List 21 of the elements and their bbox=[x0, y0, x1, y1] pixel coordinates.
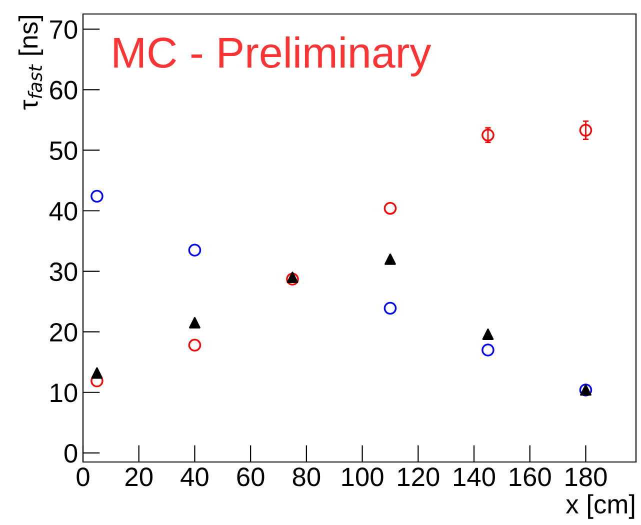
x-tick-label: 100 bbox=[342, 468, 384, 486]
x-tick-label: 180 bbox=[566, 468, 607, 486]
x-tick-label: 20 bbox=[126, 468, 153, 486]
y-tick-label: 70 bbox=[50, 20, 78, 39]
y-tick-label: 40 bbox=[49, 202, 78, 221]
annotation: MC - Preliminary bbox=[114, 36, 432, 77]
x-tick-label: 160 bbox=[510, 468, 551, 486]
y-axis-title: τ$_{fast}$ [ns] bbox=[18, 16, 44, 110]
y-tick-label: 20 bbox=[50, 322, 78, 342]
x-tick-label: 140 bbox=[454, 468, 495, 486]
y-tick-label: 0 bbox=[64, 444, 78, 463]
x-tick-label: 40 bbox=[180, 468, 208, 486]
x-axis-title: x [cm] bbox=[566, 494, 634, 519]
x-tick-label: 60 bbox=[237, 468, 264, 486]
y-tick-label: 50 bbox=[50, 141, 78, 160]
y-tick-label: 10 bbox=[50, 384, 78, 402]
x-tick-label: 0 bbox=[76, 468, 90, 486]
y-tick-label: 60 bbox=[50, 80, 78, 100]
x-tick-label: 120 bbox=[398, 468, 440, 486]
y-tick-label: 30 bbox=[50, 262, 78, 282]
x-tick-label: 80 bbox=[292, 468, 320, 486]
